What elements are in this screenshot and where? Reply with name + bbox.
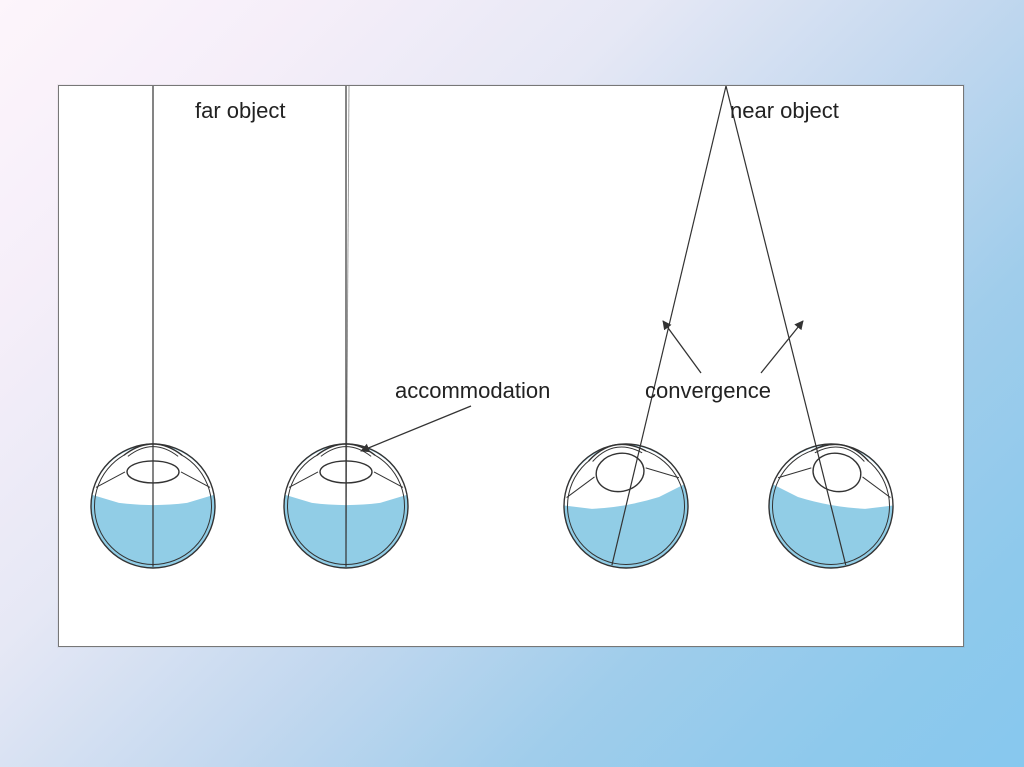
label-far-object: far object bbox=[195, 98, 286, 124]
diagram-panel bbox=[58, 85, 964, 647]
label-accommodation: accommodation bbox=[395, 378, 550, 404]
label-near-object: near object bbox=[730, 98, 839, 124]
label-convergence: convergence bbox=[645, 378, 771, 404]
slide-background: far object near object accommodation con… bbox=[0, 0, 1024, 767]
